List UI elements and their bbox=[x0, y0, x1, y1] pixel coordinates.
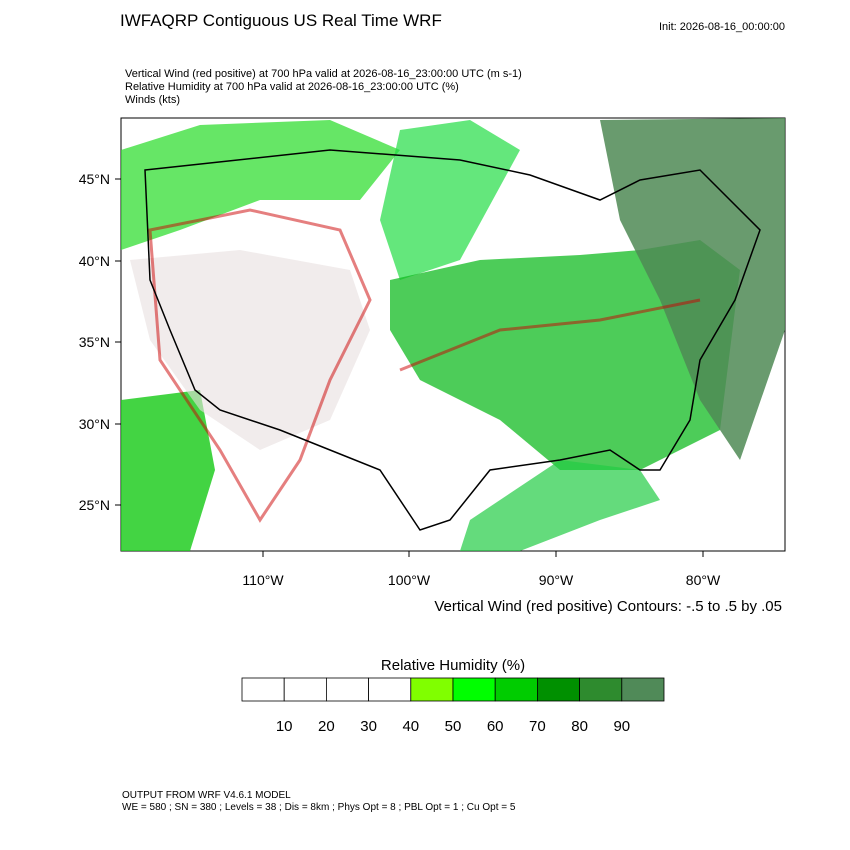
field-line: Relative Humidity at 700 hPa valid at 20… bbox=[125, 81, 459, 93]
colorbar-box bbox=[368, 677, 412, 702]
colorbar-label: 90 bbox=[613, 718, 630, 735]
colorbar-label: 30 bbox=[360, 718, 377, 735]
colorbar-box bbox=[283, 677, 327, 702]
lat-label: 25°N bbox=[79, 497, 110, 513]
lon-label: 90°W bbox=[539, 572, 574, 588]
colorbar-label: 20 bbox=[318, 718, 335, 735]
map bbox=[115, 117, 786, 557]
colorbar-box bbox=[494, 677, 538, 702]
lat-label: 40°N bbox=[79, 253, 110, 269]
colorbar-label: 60 bbox=[487, 718, 504, 735]
colorbar-box bbox=[410, 677, 454, 702]
colorbar: 10 20 30 40 50 60 70 80 90 bbox=[241, 677, 665, 735]
lat-label: 35°N bbox=[79, 334, 110, 350]
colorbar-box bbox=[325, 677, 369, 702]
colorbar-label: 40 bbox=[402, 718, 419, 735]
footer-line: WE = 580 ; SN = 380 ; Levels = 38 ; Dis … bbox=[122, 802, 516, 813]
colorbar-title: Relative Humidity (%) bbox=[381, 657, 525, 674]
lon-label: 110°W bbox=[242, 572, 284, 588]
colorbar-label: 10 bbox=[276, 718, 293, 735]
title: IWFAQRP Contiguous US Real Time WRF bbox=[120, 11, 442, 30]
lon-label: 80°W bbox=[686, 572, 721, 588]
colorbar-label: 50 bbox=[445, 718, 462, 735]
colorbar-label: 80 bbox=[571, 718, 588, 735]
lat-label: 45°N bbox=[79, 171, 110, 187]
colorbar-label: 70 bbox=[529, 718, 546, 735]
colorbar-box bbox=[537, 677, 581, 702]
field-line: Winds (kts) bbox=[125, 94, 180, 106]
colorbar-box bbox=[579, 677, 623, 702]
colorbar-box bbox=[452, 677, 496, 702]
lat-label: 30°N bbox=[79, 416, 110, 432]
colorbar-box bbox=[241, 677, 285, 702]
footer-line: OUTPUT FROM WRF V4.6.1 MODEL bbox=[122, 790, 291, 801]
lon-label: 100°W bbox=[388, 572, 431, 588]
field-line: Vertical Wind (red positive) at 700 hPa … bbox=[125, 68, 522, 80]
colorbar-box bbox=[621, 677, 665, 702]
init-time: Init: 2026-08-16_00:00:00 bbox=[659, 21, 785, 33]
contour-note: Vertical Wind (red positive) Contours: -… bbox=[434, 598, 782, 615]
